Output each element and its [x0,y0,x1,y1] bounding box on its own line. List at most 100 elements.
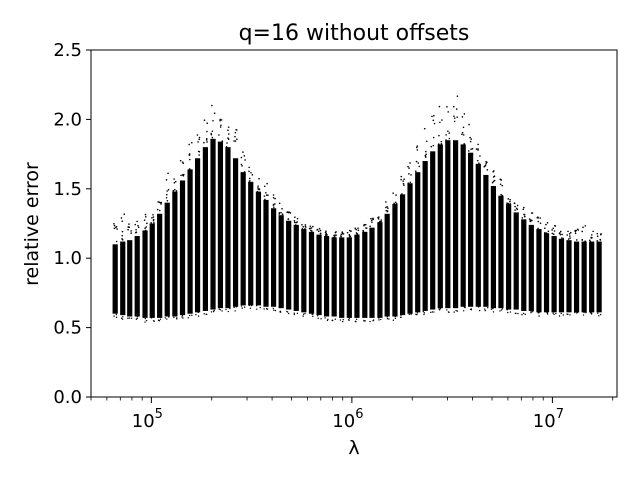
data-point [173,188,176,191]
data-point [461,133,463,136]
data-point [490,308,493,310]
data-point [509,203,512,205]
data-point [272,206,275,208]
data-point [600,233,602,236]
data-point [441,119,443,121]
data-point [326,319,329,322]
data-point [378,319,380,321]
data-point [432,119,435,122]
data-point [582,314,585,316]
data-point [355,318,358,321]
data-column [301,223,307,317]
data-column [551,224,557,316]
data-point [258,177,260,180]
data-point [195,313,197,316]
data-point [438,134,440,137]
data-point [152,219,155,222]
data-column [407,162,413,316]
y-tick-label: 0.5 [53,318,82,339]
data-point [312,225,314,228]
data-point [219,118,221,121]
point-band [263,199,269,307]
data-point [127,228,129,231]
data-column [194,134,201,317]
data-point [227,126,230,128]
point-band [202,147,209,311]
data-point [136,317,138,320]
data-point [219,119,221,122]
data-point [581,239,584,241]
data-point [430,311,432,314]
data-point [166,190,168,192]
data-point [153,320,155,322]
data-column [369,217,375,323]
data-column [270,194,277,312]
data-point [144,227,146,229]
data-point [113,315,115,317]
point-band [164,202,170,317]
data-point [596,240,599,242]
data-point [172,189,175,192]
data-point [372,320,374,322]
data-point [388,318,390,320]
point-band [339,237,345,318]
data-point [574,311,576,314]
point-band [399,194,406,316]
data-point [401,193,403,195]
data-column [202,119,209,316]
data-point [500,309,503,311]
data-point [393,203,396,205]
data-point [546,311,548,314]
data-point [121,234,124,237]
data-point [418,165,421,168]
data-point [372,218,374,221]
data-point [128,223,130,225]
data-point [264,198,266,201]
data-point [507,198,510,200]
data-point [128,317,131,319]
data-point [340,235,342,238]
data-point [440,142,443,145]
data-point [394,201,397,204]
point-band [543,233,550,313]
data-point [386,205,388,208]
data-point [180,174,182,177]
data-point [416,312,419,314]
data-column [422,127,428,316]
data-point [576,228,579,231]
data-point [135,231,138,233]
point-band [323,235,330,317]
data-point [529,220,532,223]
data-point [145,226,148,228]
data-point [437,143,440,145]
data-point [416,145,419,147]
data-point [210,132,212,135]
data-point [524,313,526,316]
data-point [263,185,266,188]
data-point [486,161,488,164]
data-point [377,218,380,220]
data-point [236,138,238,141]
data-column [437,105,443,311]
data-point [492,170,494,173]
point-band [573,241,580,313]
data-point [545,223,547,226]
data-point [438,105,441,108]
point-band [346,237,352,318]
data-point [115,240,118,243]
data-point [341,231,344,233]
data-point [210,311,213,313]
point-band [149,223,155,318]
data-point [448,132,451,134]
data-point [342,318,345,321]
data-point [173,316,175,319]
data-point [310,227,313,229]
data-point [537,227,539,230]
data-point [120,217,123,219]
data-point [130,317,133,319]
point-band [460,144,466,307]
data-point [559,233,562,236]
data-point [334,236,336,238]
data-point [492,307,494,310]
data-point [272,204,275,206]
